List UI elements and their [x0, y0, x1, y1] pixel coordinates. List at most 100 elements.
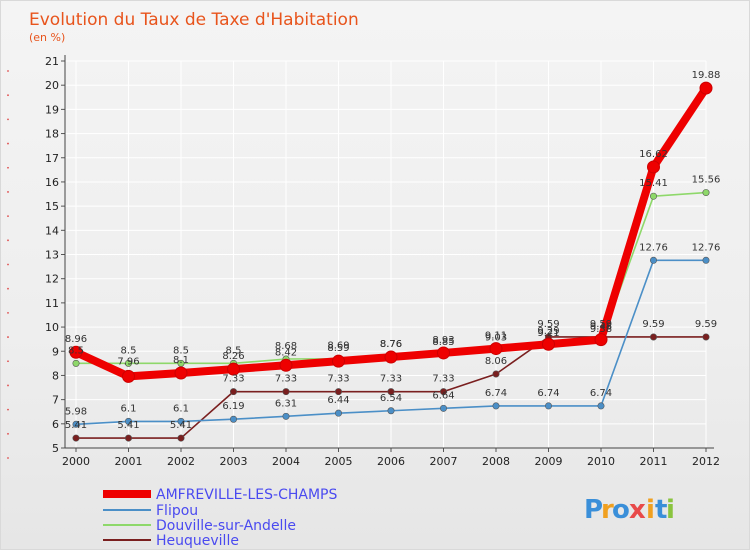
x-tick-label: 2008 [482, 455, 510, 468]
data-label: 7.33 [222, 374, 244, 385]
data-label: 7.33 [380, 374, 402, 385]
data-point [332, 354, 345, 368]
data-point [282, 388, 290, 396]
logo-letter: P [584, 495, 603, 525]
data-point [544, 402, 552, 410]
x-tick-label: 2010 [587, 455, 615, 468]
data-label: 9.59 [695, 319, 717, 330]
data-point [702, 256, 710, 264]
data-label: 8.96 [65, 334, 87, 345]
data-label: 8.5 [121, 345, 137, 356]
legend: AMFREVILLE-LES-CHAMPSFlipouDouville-sur-… [103, 487, 337, 549]
legend-label: Heuqueville [156, 533, 239, 549]
logo-letter: o [612, 495, 630, 525]
data-point [177, 434, 185, 442]
data-point [384, 350, 398, 364]
y-tick-label: 18 [45, 128, 59, 141]
data-point [439, 404, 447, 412]
data-label: 8.76 [380, 339, 402, 350]
data-point [72, 420, 80, 428]
y-tick-label: 16 [45, 176, 59, 189]
data-label: 6.1 [173, 403, 189, 414]
data-label: 9.38 [590, 324, 612, 335]
data-label: 8.68 [275, 341, 297, 352]
axis-decor-dot [7, 432, 9, 435]
data-label: 6.54 [380, 393, 402, 404]
y-tick-label: 7 [52, 394, 59, 407]
x-tick-label: 2001 [115, 455, 143, 468]
data-label: 5.41 [117, 420, 139, 431]
y-tick-label: 9 [52, 345, 59, 358]
y-tick-label: 20 [45, 79, 59, 92]
series-lines [69, 81, 713, 442]
data-point [492, 402, 500, 410]
data-label: 9.59 [537, 319, 559, 330]
data-label: 9.11 [485, 331, 507, 342]
data-point [227, 362, 240, 376]
x-tick-label: 2007 [430, 455, 458, 468]
axis-decor-dot [7, 311, 9, 314]
data-label: 12.76 [692, 242, 721, 253]
logo-letter: t [655, 495, 667, 525]
x-tick-label: 2005 [325, 455, 353, 468]
data-label: 6.31 [275, 398, 297, 409]
axis-decor-dot [7, 239, 9, 242]
proxiti-logo: Pro x i ti [584, 495, 675, 525]
data-point [279, 358, 293, 372]
axis-decor-dot [7, 94, 9, 97]
x-tick-label: 2006 [377, 455, 405, 468]
data-point [492, 370, 500, 378]
y-tick-label: 5 [52, 442, 59, 455]
data-point [387, 388, 395, 396]
y-tick-label: 13 [45, 249, 59, 262]
axis-decor-dot [7, 336, 9, 338]
data-label: 5.41 [65, 420, 87, 431]
data-label: 5.98 [65, 406, 87, 417]
data-label: 9.59 [590, 319, 612, 330]
data-label: 8.5 [226, 345, 242, 356]
data-point [122, 369, 135, 383]
data-label: 9.48 [590, 322, 612, 333]
data-label: 9.59 [642, 319, 664, 330]
grid [65, 60, 707, 449]
data-point [177, 417, 185, 425]
data-point [72, 359, 80, 367]
logo-letter: i [646, 495, 655, 525]
x-tick-label: 2003 [220, 455, 248, 468]
y-tick-label: 19 [45, 103, 59, 116]
x-tick-label: 2004 [272, 455, 300, 468]
data-point [387, 407, 395, 415]
data-label: 6.44 [327, 395, 349, 406]
data-point [72, 434, 80, 442]
data-label: 6.74 [485, 388, 507, 399]
data-point [282, 412, 290, 420]
y-tick-label: 10 [45, 321, 59, 334]
legend-label: Flipou [156, 503, 198, 519]
data-point [439, 388, 447, 396]
data-point [647, 160, 660, 174]
axis-decor-dot [7, 191, 9, 193]
data-point [230, 388, 238, 396]
x-tick-label: 2000 [62, 455, 90, 468]
data-label: 6.74 [590, 388, 612, 399]
data-label: 7.33 [275, 374, 297, 385]
data-label: 12.76 [639, 242, 668, 253]
data-label: 9.21 [537, 328, 559, 339]
logo-letter: i [666, 495, 675, 525]
axis-decor-dot [7, 457, 9, 459]
data-label: 9.29 [537, 326, 559, 337]
data-label: 8.76 [380, 339, 402, 350]
axis-decor-dot [7, 166, 9, 169]
data-label: 8.59 [327, 343, 349, 354]
data-point [334, 409, 342, 417]
x-tick-label: 2012 [692, 455, 720, 468]
data-label: 8.85 [432, 337, 454, 348]
data-point [489, 342, 503, 356]
data-point [649, 256, 657, 264]
data-label: 8.1 [173, 355, 189, 366]
data-label: 7.33 [432, 374, 454, 385]
x-axis-ticks: 2000 2001 2002 2003 2004 2005 2006 2007 2008 2009… [62, 455, 720, 468]
y-tick-label: 14 [45, 224, 59, 237]
logo-letter: r [601, 495, 614, 525]
